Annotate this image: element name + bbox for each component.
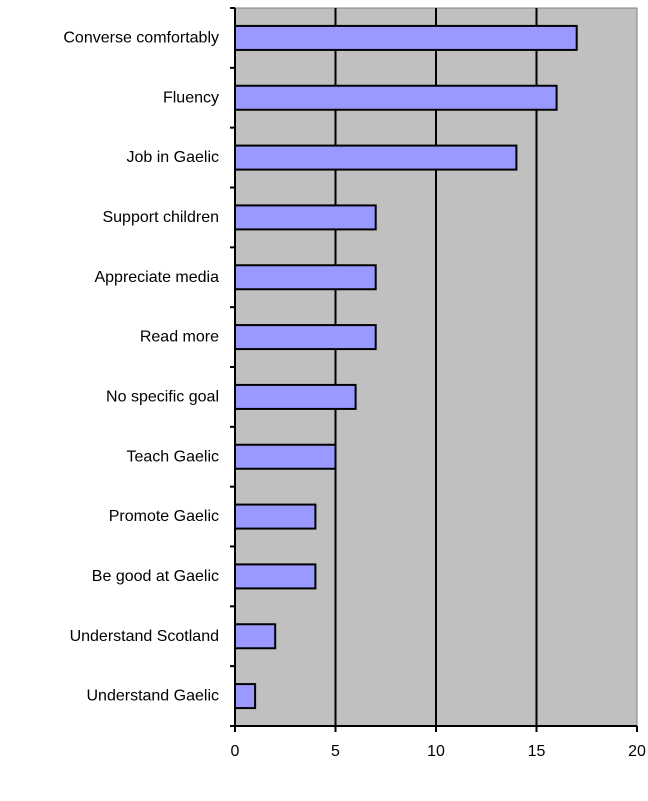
x-axis [234, 725, 638, 732]
bar-4 [234, 264, 377, 291]
bar-3 [234, 204, 377, 231]
bars [234, 24, 578, 710]
bar-2 [234, 144, 518, 171]
category-label-3: Support children [102, 209, 219, 226]
y-axis [230, 7, 236, 727]
category-label-11: Understand Gaelic [86, 688, 219, 705]
category-label-1: Fluency [163, 89, 219, 106]
x-tick-label-2: 10 [427, 743, 445, 760]
x-tick-labels: 0 5 10 15 20 [231, 743, 646, 760]
bar-10 [234, 623, 277, 650]
bar-1 [234, 84, 558, 111]
category-label-7: Teach Gaelic [127, 448, 220, 465]
category-label-4: Appreciate media [94, 269, 219, 286]
category-label-5: Read more [140, 329, 219, 346]
bar-9 [234, 563, 317, 590]
x-tick-label-3: 15 [528, 743, 546, 760]
category-label-0: Converse comfortably [63, 29, 219, 46]
bar-7 [234, 443, 337, 470]
x-tick-label-4: 20 [628, 743, 646, 760]
category-labels: Converse comfortably Fluency Job in Gaelic… [63, 29, 219, 704]
bar-11 [234, 683, 257, 710]
category-label-6: No specific goal [106, 388, 219, 405]
x-tick-label-0: 0 [231, 743, 240, 760]
gridlines [334, 8, 538, 726]
category-label-10: Understand Scotland [70, 628, 219, 645]
bar-6 [234, 383, 357, 410]
bar-0 [234, 24, 578, 51]
x-tick-label-1: 5 [331, 743, 340, 760]
category-label-8: Promote Gaelic [109, 508, 219, 525]
bar-5 [234, 324, 377, 351]
bar-8 [234, 503, 317, 530]
category-label-2: Job in Gaelic [127, 149, 220, 166]
category-label-9: Be good at Gaelic [92, 568, 219, 585]
